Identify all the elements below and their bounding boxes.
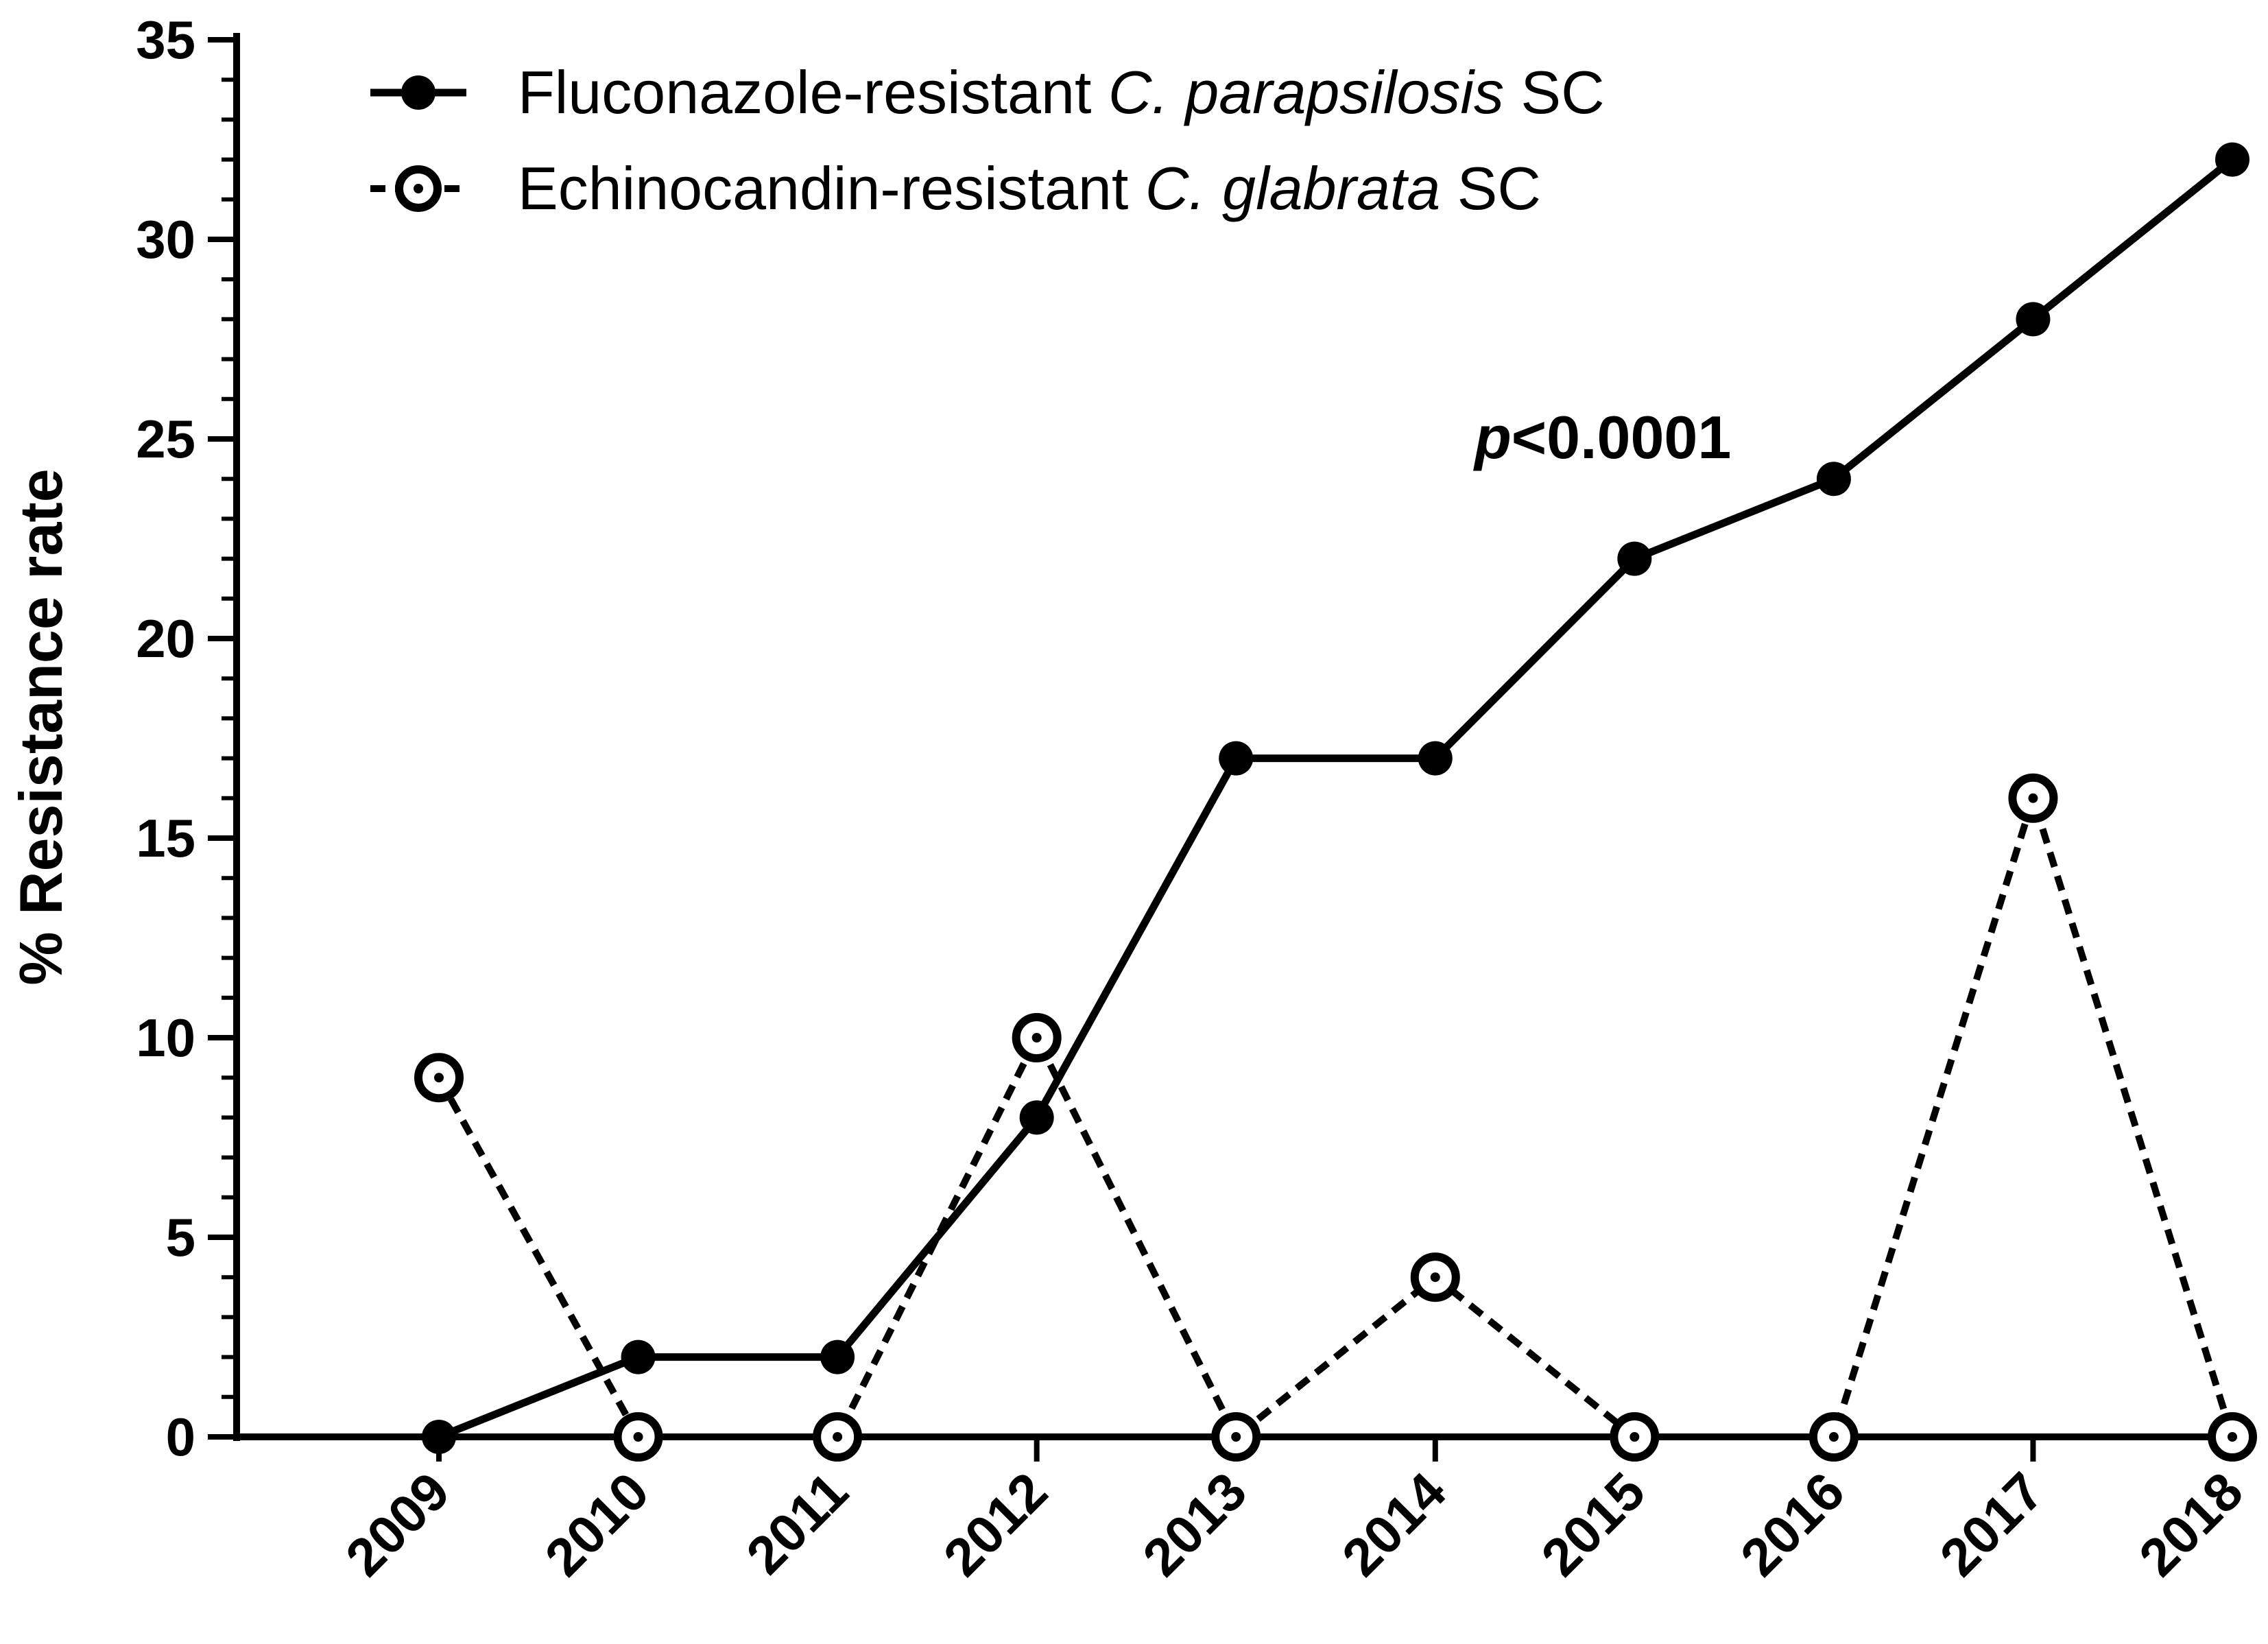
x-tick-label: 2011	[735, 1461, 859, 1586]
data-point	[2008, 773, 2058, 823]
x-tick-label: 2015	[1529, 1461, 1656, 1588]
series-layer	[414, 142, 2257, 1462]
x-tick-label: 2018	[2127, 1461, 2254, 1588]
data-point	[2208, 1412, 2257, 1462]
x-tick-label: 2013	[1131, 1461, 1258, 1588]
legend-item-2: Echinocandin-resistant C. glabrata SC	[370, 154, 1541, 222]
data-point	[613, 1412, 663, 1462]
series-line	[435, 794, 2236, 1440]
p-value-annotation: p<0.0001	[1473, 403, 1731, 471]
series-line	[437, 156, 2235, 1441]
y-tick-label: 15	[136, 808, 195, 868]
data-point	[1012, 1013, 1062, 1062]
data-point	[414, 1053, 464, 1103]
data-point	[1418, 741, 1453, 776]
legend-marker	[401, 75, 435, 110]
legend-label: Echinocandin-resistant C. glabrata SC	[518, 154, 1541, 222]
data-point	[2215, 142, 2249, 177]
x-tick-label: 2012	[932, 1461, 1059, 1588]
legend: Fluconazole-resistant C. parapsilosis SC…	[370, 58, 1605, 222]
y-tick-label: 5	[166, 1207, 195, 1267]
data-point	[820, 1339, 855, 1374]
data-point	[621, 1339, 656, 1374]
legend-item-1: Fluconazole-resistant C. parapsilosis SC	[370, 58, 1605, 126]
x-tick-label: 2009	[334, 1461, 461, 1588]
data-point	[1219, 741, 1254, 776]
y-tick-label: 35	[136, 10, 195, 70]
y-tick-label: 0	[166, 1407, 195, 1467]
y-tick-label: 25	[136, 409, 195, 469]
data-point	[1211, 1412, 1261, 1462]
data-point	[1617, 541, 1652, 576]
x-tick-label: 2010	[534, 1461, 660, 1588]
data-point	[1610, 1412, 1660, 1462]
data-point	[1410, 1252, 1460, 1302]
data-point	[1019, 1100, 1054, 1135]
y-tick-label: 30	[136, 209, 195, 270]
data-point	[422, 1420, 456, 1454]
data-point	[1809, 1412, 1859, 1462]
x-tick-label: 2016	[1729, 1461, 1856, 1588]
y-axis-title: % Resistance rate	[7, 468, 75, 985]
series-2	[414, 773, 2257, 1462]
annotations: p<0.0001	[1473, 403, 1731, 471]
legend-label: Fluconazole-resistant C. parapsilosis SC	[518, 58, 1605, 126]
data-point	[2016, 302, 2051, 337]
x-tick-label: 2017	[1929, 1461, 2055, 1588]
x-tick-label: 2014	[1330, 1461, 1457, 1588]
y-tick-label: 10	[136, 1008, 195, 1068]
y-tick-label: 20	[136, 608, 195, 669]
series-1	[422, 142, 2249, 1454]
axes: 0 5 10 15 20 25 30 35 2009 2010 2011 2012 2013 2014 20…	[136, 10, 2256, 1588]
data-point	[813, 1412, 863, 1462]
data-point	[1816, 462, 1851, 497]
